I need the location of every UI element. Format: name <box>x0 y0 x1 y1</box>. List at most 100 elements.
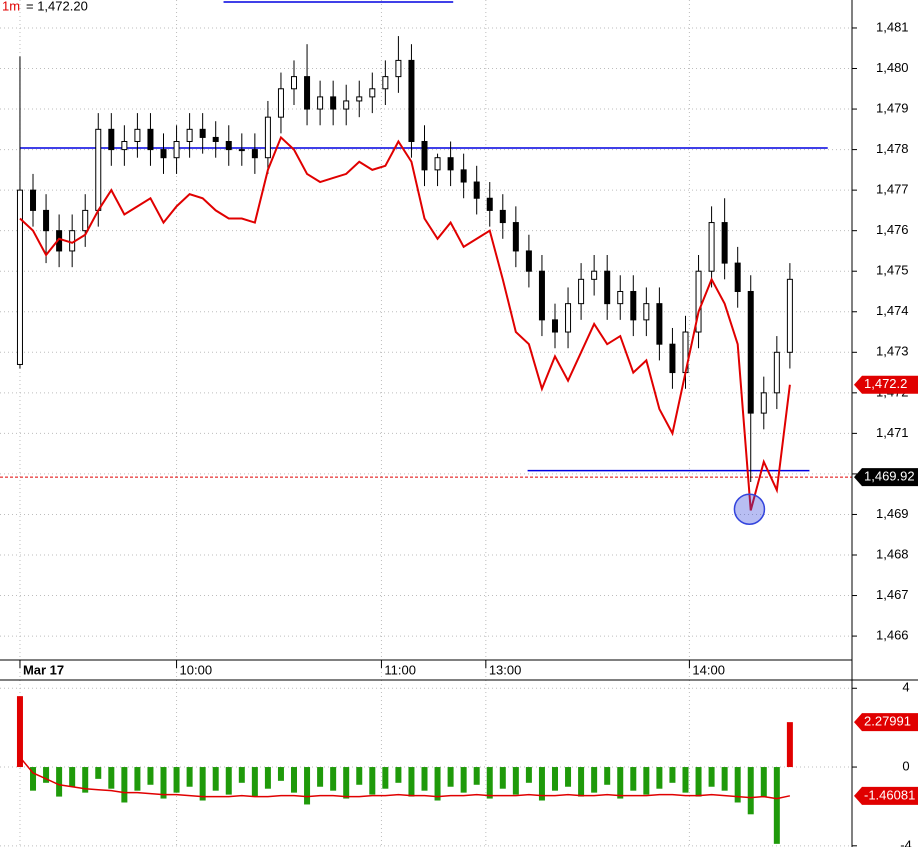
marks-layer <box>0 1 852 844</box>
histogram-bar <box>160 767 167 799</box>
histogram-bar <box>669 767 676 783</box>
candle-body <box>16 189 23 365</box>
y-tick-label: 1,473 <box>876 344 909 359</box>
candle-body <box>499 209 506 224</box>
histogram-bar <box>382 767 389 789</box>
histogram-bar <box>773 767 780 844</box>
candle-body <box>734 262 741 292</box>
histogram-bar <box>291 767 298 793</box>
candle-body <box>225 140 232 151</box>
x-tick-label: 11:00 <box>384 662 416 677</box>
y-tick-label: 1,475 <box>876 263 909 278</box>
histogram-bar <box>212 767 219 791</box>
candle-body <box>186 128 193 142</box>
candle-body <box>721 222 728 264</box>
histogram-bar <box>95 767 102 779</box>
histogram-bar <box>630 767 637 791</box>
histogram-bar <box>16 696 23 768</box>
x-tick-label: 14:00 <box>692 662 725 677</box>
histogram-bar <box>460 767 467 793</box>
y-tick-label: 1,467 <box>876 587 909 602</box>
candle-body <box>199 128 206 138</box>
price-marker-label: 1,472.2 <box>864 376 907 391</box>
chart-title: 1m <box>2 0 20 13</box>
candle-body <box>317 96 324 110</box>
histogram-bar <box>199 767 206 801</box>
candle-body <box>708 222 715 272</box>
histogram-bar <box>134 767 141 791</box>
histogram-bar <box>30 767 37 791</box>
candle-body <box>656 303 663 345</box>
candle-body <box>43 209 50 232</box>
histogram-bar <box>617 767 624 799</box>
histogram-bar <box>408 767 415 797</box>
y-tick-label: 1,480 <box>876 60 909 75</box>
price-marker <box>854 468 918 487</box>
histogram-bar <box>186 767 193 787</box>
histogram-bar <box>421 767 428 791</box>
histogram-bar <box>330 767 337 791</box>
candle-body <box>512 222 519 252</box>
candle-body <box>434 157 441 171</box>
histogram-bar <box>264 767 271 789</box>
candle-body <box>695 270 702 333</box>
candle-body <box>565 303 572 333</box>
histogram-bar <box>277 767 284 781</box>
histogram-bar <box>760 767 767 797</box>
candle-body <box>108 128 115 151</box>
candle-body <box>277 88 284 118</box>
y-tick-label: 1,466 <box>876 628 909 643</box>
histogram-bar <box>695 767 702 797</box>
price-marker <box>854 713 918 732</box>
histogram-bar <box>173 767 180 793</box>
price-marker-label: -1.46081 <box>864 787 915 802</box>
histogram-bar <box>356 767 363 785</box>
candle-body <box>330 96 337 110</box>
y-tick-label: 1,469 <box>876 506 909 521</box>
candle-body <box>160 149 167 159</box>
candle-body <box>356 96 363 102</box>
candle-body <box>630 290 637 321</box>
candle-body <box>304 76 311 110</box>
price-marker-label: 1,469.92 <box>864 469 915 484</box>
y-tick-label: 4 <box>902 680 909 695</box>
candle-body <box>173 140 180 159</box>
candle-body <box>460 169 467 183</box>
price-marker <box>854 375 918 394</box>
candle-body <box>395 59 402 78</box>
candle-body <box>525 250 532 272</box>
candle-body <box>421 140 428 171</box>
histogram-bar <box>565 767 572 787</box>
histogram-bar <box>82 767 89 793</box>
candle-body <box>578 278 585 305</box>
y-tick-label: 1,479 <box>876 100 909 115</box>
candle-body <box>591 270 598 280</box>
y-tick-label: 1,478 <box>876 141 909 156</box>
candle-body <box>147 128 154 151</box>
histogram-bar <box>121 767 128 803</box>
candle-body <box>669 343 676 374</box>
histogram-bar <box>512 767 519 795</box>
x-tick-label: 13:00 <box>489 662 522 677</box>
histogram-bar <box>682 767 689 793</box>
candle-body <box>551 319 558 333</box>
histogram-bar <box>147 767 154 785</box>
candle-body <box>95 128 102 211</box>
histogram-bar <box>656 767 663 789</box>
candle-body <box>30 189 37 211</box>
y-tick-label: 1,481 <box>876 19 909 34</box>
histogram-bar <box>317 767 324 787</box>
histogram-bar <box>304 767 311 805</box>
price-marker-label: 2.27991 <box>864 714 911 729</box>
y-tick-label: 1,477 <box>876 182 909 197</box>
histogram-bar <box>734 767 741 803</box>
histogram-bar <box>251 767 258 797</box>
overlay-line <box>19 135 791 511</box>
candle-body <box>773 351 780 394</box>
candle-body <box>604 270 611 305</box>
y-tick-label: 1,471 <box>876 425 909 440</box>
y-tick-label: 1,468 <box>876 546 909 561</box>
histogram-bar <box>395 767 402 783</box>
